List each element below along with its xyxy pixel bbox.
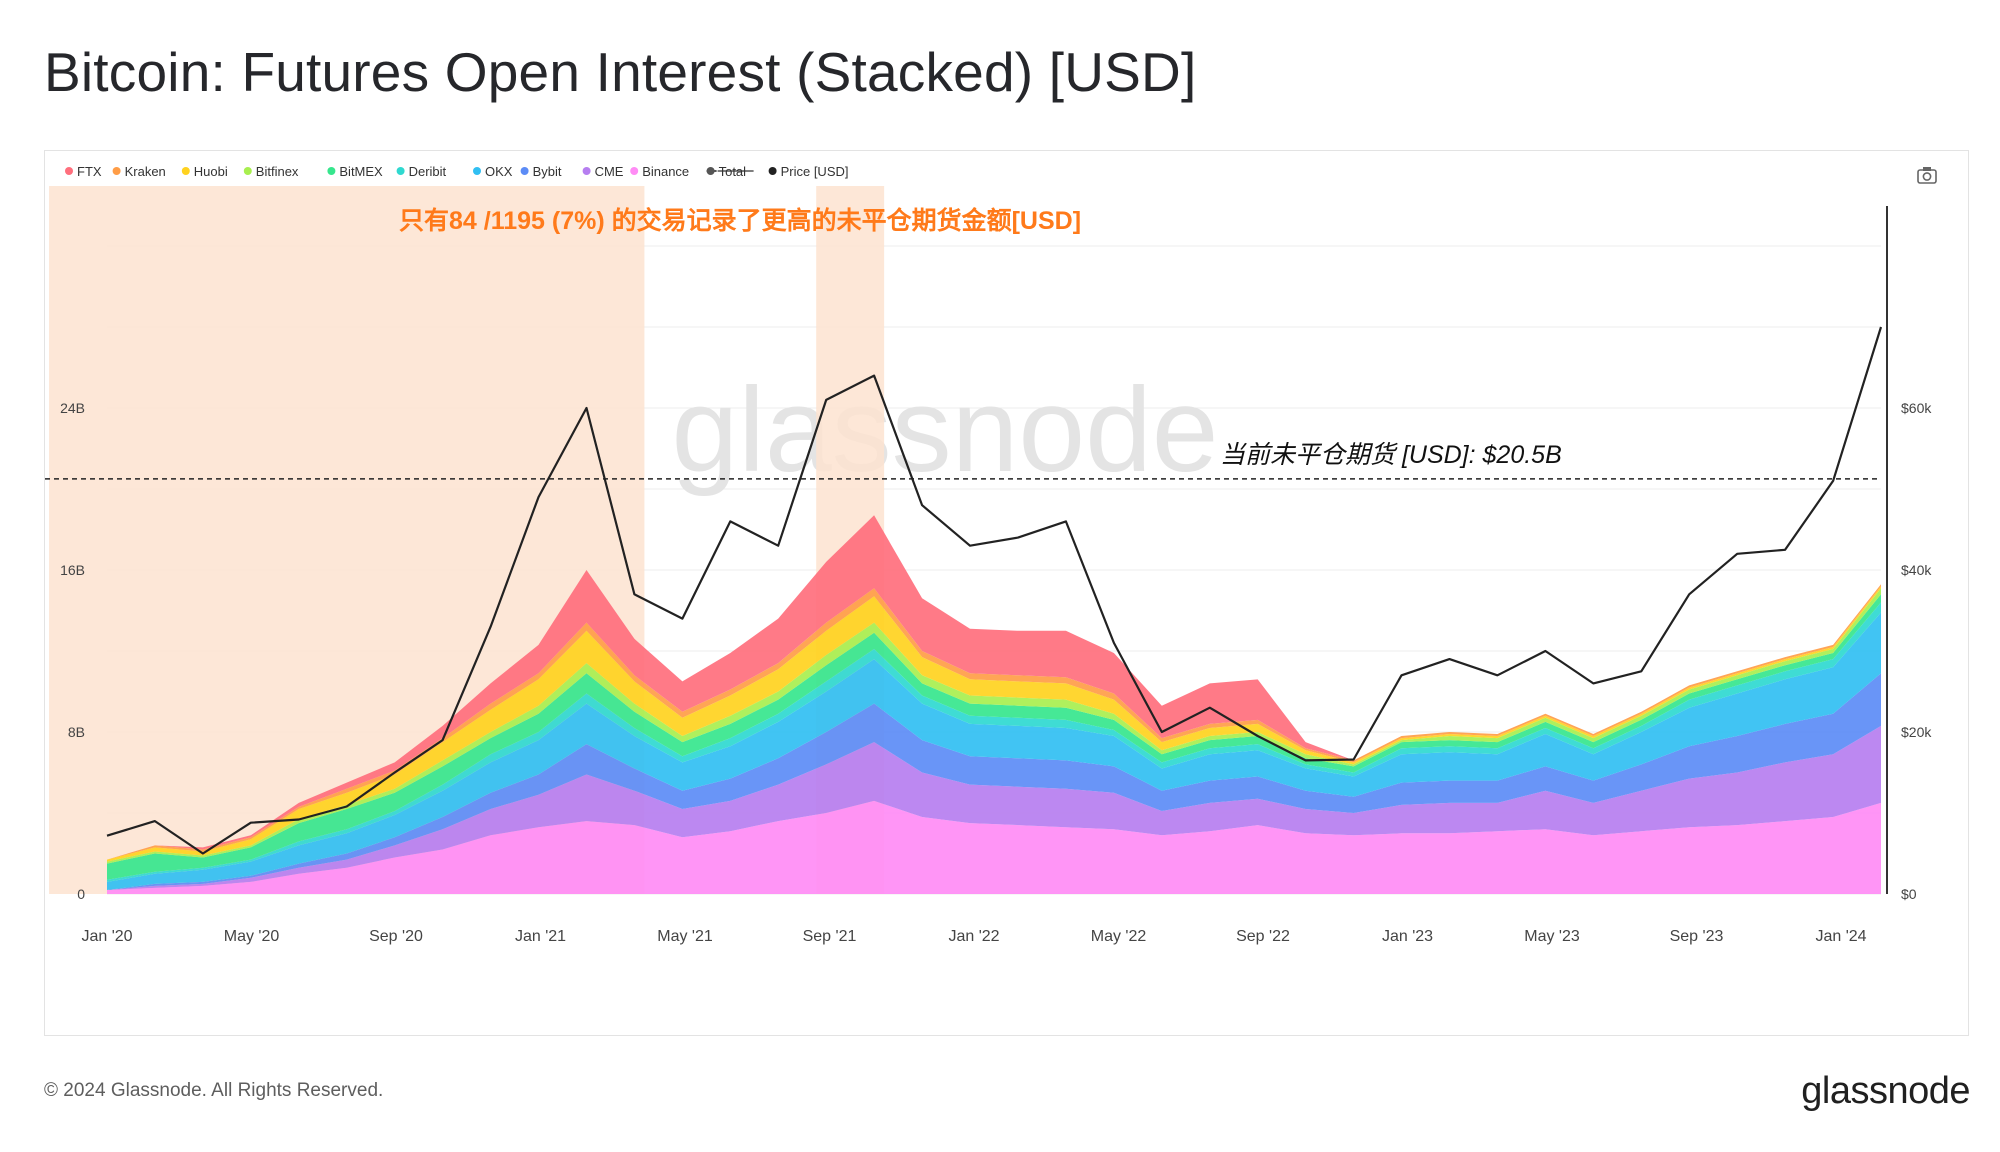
legend-label: Deribit bbox=[409, 164, 447, 179]
area-binance bbox=[107, 800, 1881, 894]
x-tick-label: Sep '22 bbox=[1236, 928, 1290, 945]
area-kraken bbox=[107, 584, 1881, 860]
legend-dot bbox=[112, 167, 121, 175]
x-tick-label: Sep '21 bbox=[803, 928, 857, 945]
area-cme bbox=[107, 725, 1881, 890]
legend-label: FTX bbox=[77, 164, 102, 179]
watermark-text: glassnode bbox=[671, 363, 1218, 497]
x-tick-label: Sep '20 bbox=[369, 928, 423, 945]
legend-dot bbox=[768, 167, 777, 175]
legend-label: Price [USD] bbox=[781, 164, 849, 179]
x-tick-label: Jan '24 bbox=[1815, 928, 1866, 945]
legend-label: Huobi bbox=[194, 164, 228, 179]
legend-item-total[interactable]: Total bbox=[706, 164, 754, 179]
x-tick-label: Jan '20 bbox=[81, 928, 132, 945]
chart-canvas: glassnode 0 8B 16B 24B $0 $20k $40k $60k Jan '20… bbox=[45, 164, 1937, 945]
price-line bbox=[106, 326, 1883, 855]
area-bybit bbox=[107, 673, 1881, 890]
legend-item-ftx[interactable]: FTX bbox=[65, 164, 102, 179]
x-tick-label: Jan '21 bbox=[515, 928, 566, 945]
x-tick-label: May '22 bbox=[1091, 928, 1147, 945]
legend-label: OKX bbox=[485, 164, 513, 179]
y-tick-label: 16B bbox=[60, 562, 85, 578]
legend-dot bbox=[243, 167, 252, 175]
annotation-current-oi: 当前未平仓期货 [USD]: $20.5B bbox=[1220, 441, 1562, 469]
legend-item-bitfinex[interactable]: Bitfinex bbox=[243, 164, 299, 179]
legend-dot bbox=[65, 167, 73, 175]
legend-dot bbox=[582, 167, 591, 175]
y2-tick-label: $20k bbox=[1901, 724, 1932, 740]
legend-item-price-usd[interactable]: Price [USD] bbox=[768, 164, 849, 179]
legend-dot bbox=[396, 167, 405, 175]
legend-item-cme[interactable]: CME bbox=[582, 164, 624, 179]
legend-dot bbox=[630, 167, 639, 175]
y2-tick-label: $0 bbox=[1901, 886, 1917, 902]
chart-panel: glassnode 0 8B 16B 24B $0 $20k $40k $60k Jan '20… bbox=[44, 150, 1969, 1036]
legend-dot bbox=[327, 167, 336, 175]
area-okx bbox=[107, 612, 1881, 890]
legend-dot bbox=[473, 167, 481, 175]
x-tick-label: Jan '23 bbox=[1382, 928, 1433, 945]
legend-item-deribit[interactable]: Deribit bbox=[396, 164, 447, 179]
legend-dot bbox=[520, 167, 529, 175]
y2-tick-label: $40k bbox=[1901, 562, 1932, 578]
x-tick-label: May '23 bbox=[1524, 928, 1580, 945]
legend-label: Bybit bbox=[533, 164, 562, 179]
area-huobi bbox=[107, 586, 1881, 862]
y-tick-label: 0 bbox=[77, 886, 85, 902]
legend-dot bbox=[181, 167, 190, 175]
copyright-text: © 2024 Glassnode. All Rights Reserved. bbox=[44, 1080, 384, 1101]
legend-item-binance[interactable]: Binance bbox=[630, 164, 689, 179]
legend-label: Kraken bbox=[125, 164, 166, 179]
legend-item-okx[interactable]: OKX bbox=[473, 164, 513, 179]
legend-label: Binance bbox=[642, 164, 689, 179]
legend-dot bbox=[706, 167, 715, 175]
legend-label: BitMEX bbox=[339, 164, 383, 179]
x-tick-label: Sep '23 bbox=[1670, 928, 1724, 945]
legend-item-kraken[interactable]: Kraken bbox=[112, 164, 166, 179]
y-tick-label: 8B bbox=[68, 724, 85, 740]
camera-icon[interactable] bbox=[1917, 167, 1937, 184]
x-tick-label: May '20 bbox=[224, 928, 280, 945]
x-tick-label: May '21 bbox=[657, 928, 713, 945]
legend-label: Bitfinex bbox=[256, 164, 299, 179]
annotation-top: 只有84 /1195 (7%) 的交易记录了更高的未平仓期货金额[USD] bbox=[399, 206, 1081, 235]
legend-item-bitmex[interactable]: BitMEX bbox=[327, 164, 383, 179]
legend-item-bybit[interactable]: Bybit bbox=[520, 164, 562, 179]
y2-tick-label: $60k bbox=[1901, 400, 1932, 416]
glassnode-logo: glassnode bbox=[1801, 1070, 1970, 1112]
x-tick-label: Jan '22 bbox=[948, 928, 999, 945]
legend-item-huobi[interactable]: Huobi bbox=[181, 164, 228, 179]
y-tick-label: 24B bbox=[60, 400, 85, 416]
page-title: Bitcoin: Futures Open Interest (Stacked)… bbox=[44, 41, 1197, 103]
legend-label: CME bbox=[595, 164, 624, 179]
